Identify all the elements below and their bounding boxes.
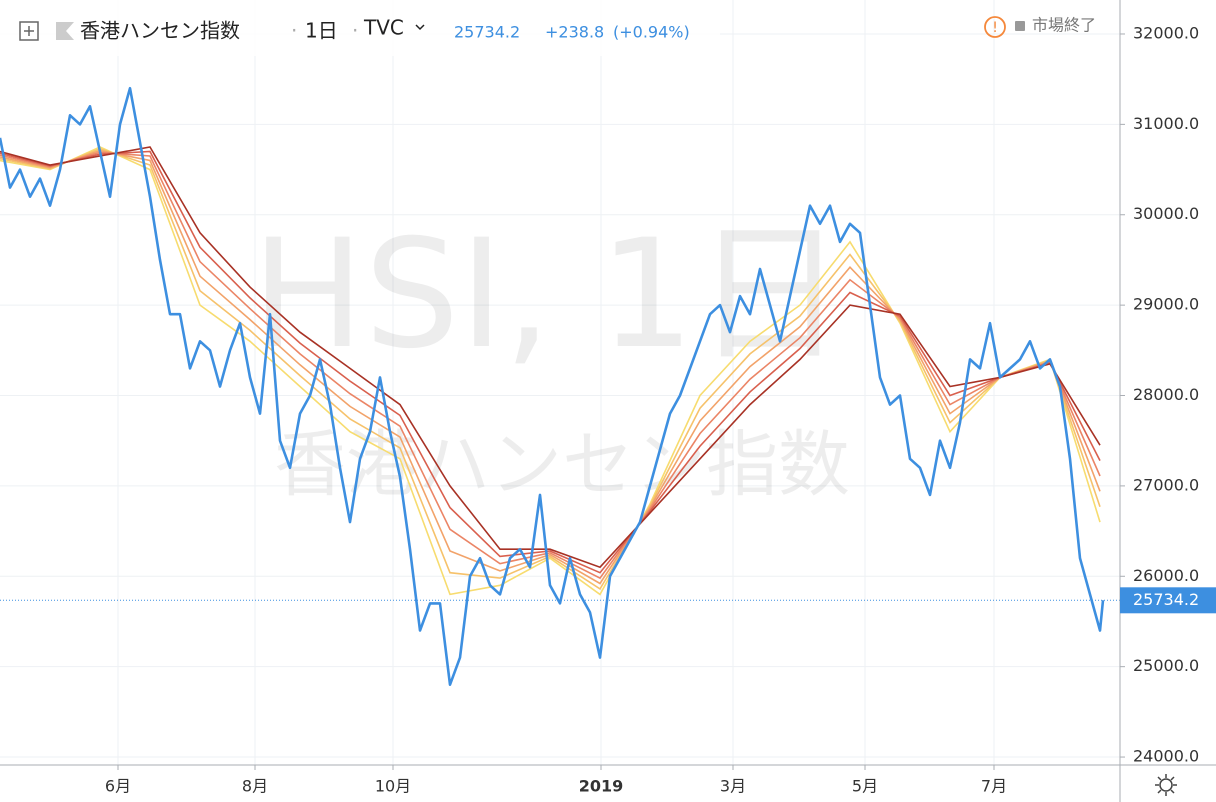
- last-price-tag: [1120, 587, 1216, 614]
- plot: [0, 86, 1120, 686]
- y-tick-label: 31000.0: [1133, 114, 1199, 133]
- watermark-name: 香港ハンセン指数: [274, 423, 850, 507]
- add-icon[interactable]: [19, 21, 39, 41]
- market-status: 市場終了: [1032, 16, 1096, 35]
- change-pct: (+0.94%): [613, 23, 690, 42]
- ribbon-line: [0, 146, 1101, 569]
- x-tick-label: 6月: [105, 777, 131, 796]
- add-icon-plus: [24, 26, 34, 36]
- y-tick-label: 28000.0: [1133, 385, 1199, 404]
- x-tick-label: 8月: [242, 777, 268, 796]
- ribbon-line: [0, 150, 1101, 574]
- status-icon: [1015, 21, 1025, 31]
- watermark: HSI, 1日: [251, 208, 844, 382]
- interval[interactable]: 1日: [305, 19, 338, 43]
- separator: ·: [291, 19, 297, 43]
- x-tick-label: 5月: [852, 777, 878, 796]
- alert-icon-mark: !: [992, 20, 998, 36]
- y-tick-label: 29000.0: [1133, 295, 1199, 314]
- y-tick-label: 26000.0: [1133, 566, 1199, 585]
- axes: 24000.0 25000.0 26000.0 27000.0 28000.0 29000…: [105, 23, 1216, 796]
- y-tick-label: 32000.0: [1133, 23, 1199, 42]
- source[interactable]: TVC: [363, 16, 404, 40]
- settings-icon[interactable]: [1159, 778, 1173, 792]
- ribbon-line: [0, 147, 1101, 591]
- y-tick-label: 27000.0: [1133, 475, 1199, 494]
- ribbon-line: [0, 151, 1101, 580]
- settings-icon-rays: [1155, 774, 1177, 796]
- symbol-name[interactable]: 香港ハンセン指数: [80, 19, 240, 43]
- source-caret[interactable]: [415, 24, 425, 31]
- last-price: 25734.2: [454, 23, 520, 42]
- header-bg: [0, 0, 720, 56]
- flag-icon: [56, 22, 74, 40]
- change: +238.8: [545, 23, 604, 42]
- last-price-label: 25734.2: [1133, 590, 1199, 609]
- alert-icon[interactable]: [984, 16, 1006, 38]
- x-tick-label: 2019: [579, 777, 624, 796]
- x-tick-label: 3月: [720, 777, 746, 796]
- ribbon-line: [0, 146, 1101, 596]
- grid: [0, 0, 1120, 765]
- y-tick-label: 24000.0: [1133, 747, 1199, 766]
- price-line: [0, 86, 1105, 686]
- separator: ·: [352, 19, 358, 43]
- y-tick-label: 25000.0: [1133, 656, 1199, 675]
- x-tick-label: 7月: [981, 777, 1007, 796]
- ribbon-line: [0, 149, 1101, 585]
- x-tick-label: 10月: [375, 777, 411, 796]
- y-tick-label: 30000.0: [1133, 204, 1199, 223]
